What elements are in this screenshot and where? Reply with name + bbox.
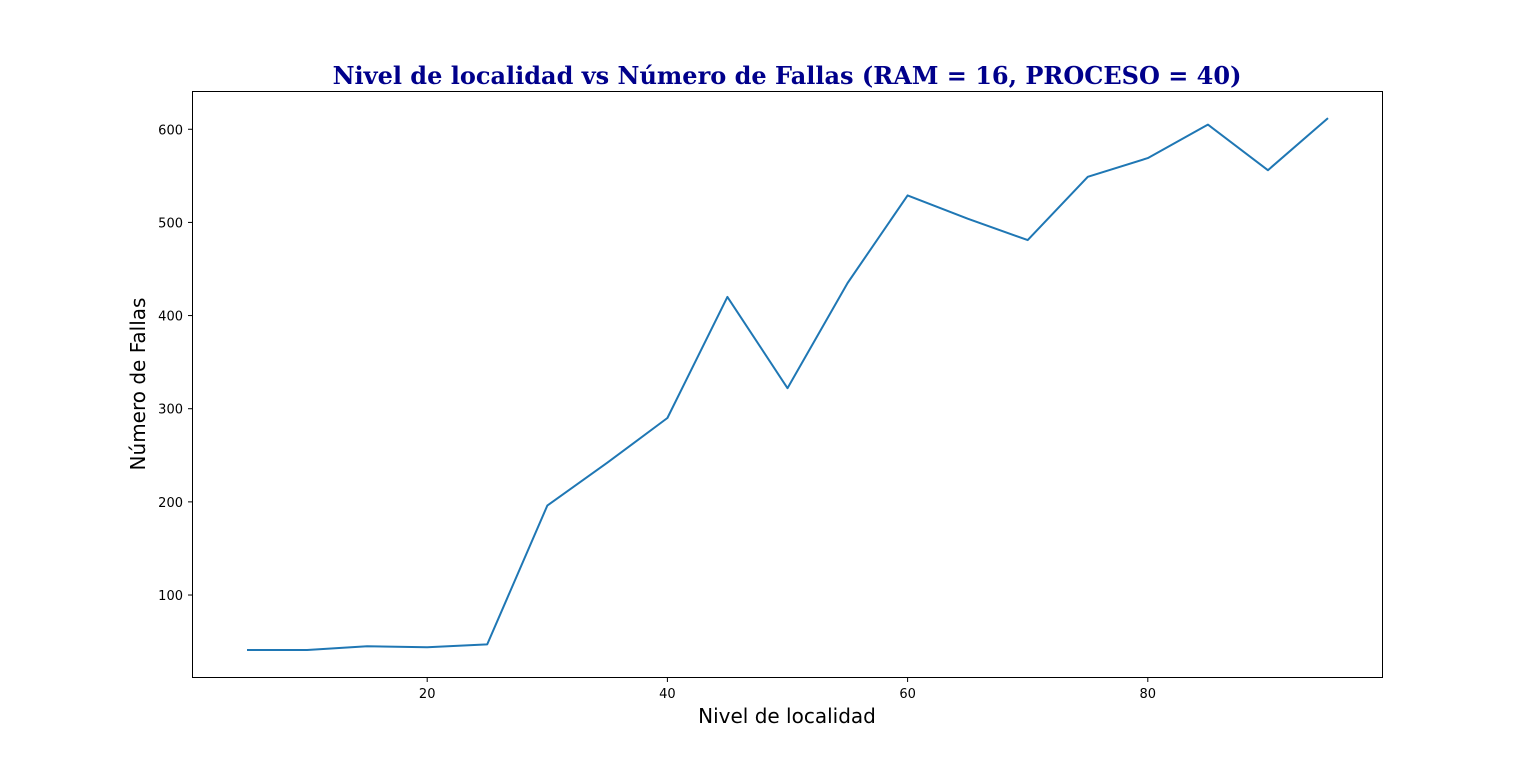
chart-title: Nivel de localidad vs Número de Fallas (… (333, 61, 1242, 90)
plot-area (192, 91, 1383, 678)
x-axis-ticks: 20 40 60 80 (419, 677, 1156, 702)
y-tick-label: 600 (158, 123, 183, 138)
y-tick-label: 200 (158, 496, 183, 511)
series-line (247, 117, 1329, 651)
y-tick-label: 300 (158, 403, 183, 418)
y-axis-label: Número de Fallas (126, 298, 150, 471)
x-tick-label: 20 (419, 687, 436, 702)
x-tick-label: 60 (899, 687, 916, 702)
y-tick-label: 500 (158, 216, 183, 231)
y-axis-ticks: 100 200 300 400 500 600 (158, 123, 193, 604)
x-tick-label: 80 (1140, 687, 1157, 702)
x-axis-label: Nivel de localidad (698, 704, 876, 728)
y-tick-label: 400 (158, 310, 183, 325)
x-tick-label: 40 (659, 687, 676, 702)
y-tick-label: 100 (158, 589, 183, 604)
